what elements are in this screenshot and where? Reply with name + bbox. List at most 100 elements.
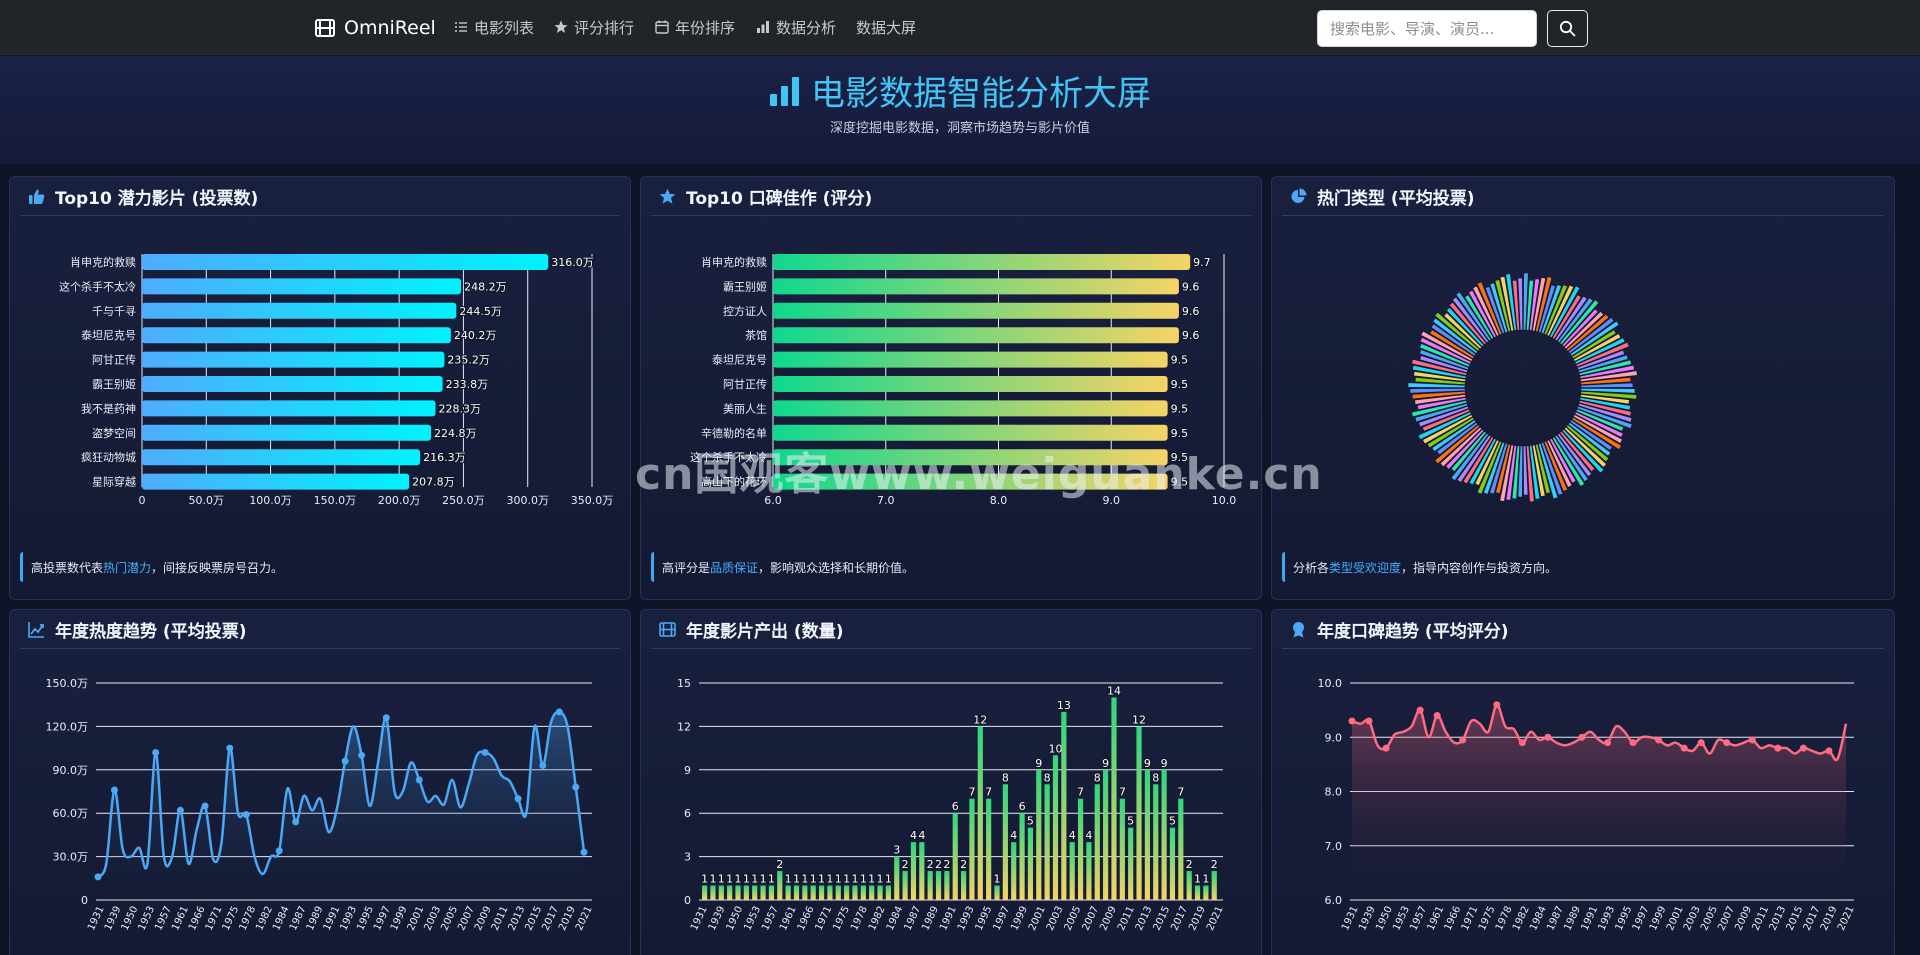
bar: [773, 473, 1168, 490]
data-label: 8: [1044, 771, 1051, 784]
y-tick-label: 90.0万: [53, 764, 89, 777]
panel-note: 高投票数代表 热门潜力 ，间接反映票房号召力。: [20, 552, 283, 582]
film-icon: [659, 621, 676, 637]
pie-slice: [1532, 444, 1546, 497]
pie-slice: [1468, 289, 1497, 339]
pie-slice: [1579, 397, 1631, 411]
genre-donut-chart: [1407, 272, 1638, 503]
panel-title: Top10 口碑佳作 (评分): [686, 188, 873, 209]
data-label: 316.0万: [551, 256, 594, 269]
data-point: [1680, 744, 1688, 752]
pie-slice: [1474, 439, 1500, 486]
nav-year-sort-label: 年份排序: [675, 18, 736, 37]
data-label: 2: [943, 858, 950, 871]
bar: [142, 302, 457, 319]
nav-year-sort[interactable]: 年份排序: [655, 16, 735, 38]
data-point: [1774, 744, 1782, 752]
data-label: 1: [826, 873, 833, 886]
pie-slice: [1430, 323, 1477, 357]
bar: [910, 842, 917, 900]
pie-slice: [1579, 370, 1638, 382]
pie-slice: [1532, 277, 1546, 332]
x-tick-label: 2021: [1205, 905, 1226, 933]
bar: [1178, 798, 1184, 900]
pie-slice: [1419, 336, 1472, 365]
data-label: 1: [760, 873, 767, 886]
nav-movie-list[interactable]: 电影列表: [454, 16, 534, 38]
nav-data-analysis[interactable]: 数据分析: [756, 16, 836, 38]
pie-slice: [1422, 414, 1474, 445]
note-pre: 分析各: [1293, 560, 1330, 575]
pie-slice: [1556, 432, 1593, 478]
bar: [142, 254, 549, 270]
data-label: 8: [1094, 771, 1101, 784]
film-icon: [315, 19, 335, 37]
data-label: 1: [1194, 873, 1201, 886]
panel-top10-rating: Top10 口碑佳作 (评分) 6.0 7.0 8.0 9.0 10.0 肖申克的救赎 9.…: [640, 176, 1262, 600]
data-label: 7: [1119, 786, 1126, 799]
category-label: 阿甘正传: [723, 378, 767, 391]
nav-data-analysis-label: 数据分析: [776, 18, 837, 37]
panel-header: Top10 口碑佳作 (评分): [651, 177, 1251, 216]
bar: [710, 885, 716, 900]
bar: [1194, 885, 1201, 900]
page-title-text: 电影数据智能分析大屏: [811, 74, 1151, 114]
x-tick-label: 50.0万: [189, 494, 225, 507]
pie-slice: [1580, 377, 1632, 385]
category-label: 霸王别姬: [92, 378, 136, 391]
data-point: [152, 748, 160, 756]
pie-slice: [1580, 382, 1634, 388]
category-label: 肖申克的救赎: [701, 255, 767, 269]
bar: [777, 871, 783, 900]
data-point: [242, 811, 250, 819]
pie-slice: [1546, 284, 1575, 337]
pie-slice: [1563, 426, 1607, 468]
pie-slice: [1411, 400, 1468, 418]
pie-slice: [1535, 276, 1553, 333]
nav-rating-rank[interactable]: 评分排行: [554, 16, 634, 38]
bar: [773, 424, 1168, 441]
data-point: [1433, 712, 1441, 720]
bar: [810, 885, 816, 900]
series-line: [1351, 703, 1848, 762]
nav-data-screen[interactable]: 数据大屏: [856, 16, 916, 38]
bar: [768, 885, 775, 900]
pie-slice: [1561, 428, 1605, 474]
category-label: 控方证人: [723, 304, 767, 318]
pie-slice: [1571, 416, 1622, 450]
bar: [1111, 697, 1117, 900]
panel-yearly-votes-trend: 年度热度趋势 (平均投票) 0 30.0万 60.0万 90.0万 120.0万 150.…: [9, 609, 631, 955]
pie-chart-icon: [1291, 188, 1307, 203]
pie-slice: [1411, 358, 1468, 376]
search-button[interactable]: [1547, 10, 1588, 47]
pie-slice: [1551, 436, 1585, 487]
brand-link[interactable]: OmniReel: [314, 14, 436, 42]
category-label: 这个杀手不太冷: [59, 279, 136, 293]
search-input[interactable]: [1317, 10, 1537, 47]
note-highlight: 热门潜力: [103, 560, 152, 575]
bar: [1169, 827, 1176, 900]
pie-slice: [1554, 434, 1589, 482]
panel-title: 年度影片产出 (数量): [686, 621, 844, 642]
bar: [1136, 726, 1142, 900]
bar: [1077, 798, 1084, 900]
pie-slice: [1476, 440, 1503, 495]
pie-slice: [1450, 432, 1490, 482]
pie-slice: [1462, 436, 1495, 485]
bar: [852, 885, 858, 900]
pie-slice: [1429, 329, 1475, 360]
pie-slice: [1567, 316, 1615, 355]
pie-slice: [1563, 310, 1604, 350]
data-label: 4: [910, 829, 917, 842]
data-label: 240.2万: [454, 329, 497, 342]
bar: [142, 278, 462, 295]
data-label: 207.8万: [412, 476, 455, 489]
note-highlight: 类型受欢迎度: [1329, 560, 1402, 575]
bar: [977, 726, 983, 900]
pie-slice: [1436, 421, 1479, 456]
data-label: 248.2万: [464, 280, 507, 293]
category-label: 盗梦空间: [92, 426, 136, 440]
pie-slice: [1445, 307, 1485, 348]
data-label: 1: [1202, 873, 1209, 886]
data-point: [1348, 717, 1356, 725]
